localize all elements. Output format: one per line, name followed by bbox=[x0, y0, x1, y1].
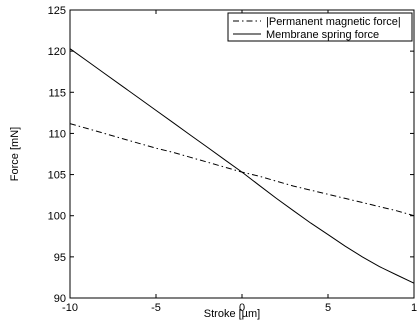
legend-label-permanent-magnetic-force: |Permanent magnetic force| bbox=[266, 16, 401, 28]
x-tick-label: -5 bbox=[151, 302, 161, 314]
y-tick-label: 100 bbox=[48, 211, 66, 223]
y-tick-label: 110 bbox=[48, 128, 66, 140]
y-tick-label: 120 bbox=[48, 46, 66, 58]
y-tick-label: 90 bbox=[54, 293, 66, 305]
series-line-membrane-spring-force bbox=[69, 48, 415, 284]
legend-label-membrane-spring-force: Membrane spring force bbox=[266, 29, 379, 41]
y-axis-ticks: 90 95 100 105 110 115 120 125 bbox=[48, 5, 414, 305]
y-tick-label: 115 bbox=[48, 87, 66, 99]
x-tick-label: 0 bbox=[239, 302, 245, 314]
series-layer bbox=[69, 48, 415, 284]
x-axis-label: Stroke [µm] bbox=[204, 308, 260, 320]
plot-area-frame bbox=[69, 9, 415, 299]
legend-box bbox=[227, 12, 413, 42]
y-tick-label: 105 bbox=[48, 170, 66, 182]
x-tick-label: -10 bbox=[62, 302, 78, 314]
x-tick-label: 1 bbox=[411, 302, 417, 314]
y-tick-label: 95 bbox=[54, 252, 66, 264]
y-axis-label: Force [mN] bbox=[9, 127, 21, 181]
x-tick-label: 5 bbox=[325, 302, 331, 314]
legend: |Permanent magnetic force| Membrane spri… bbox=[227, 12, 413, 42]
x-axis-ticks: -10 -5 0 5 1 bbox=[62, 10, 417, 314]
y-tick-label: 125 bbox=[48, 5, 66, 17]
